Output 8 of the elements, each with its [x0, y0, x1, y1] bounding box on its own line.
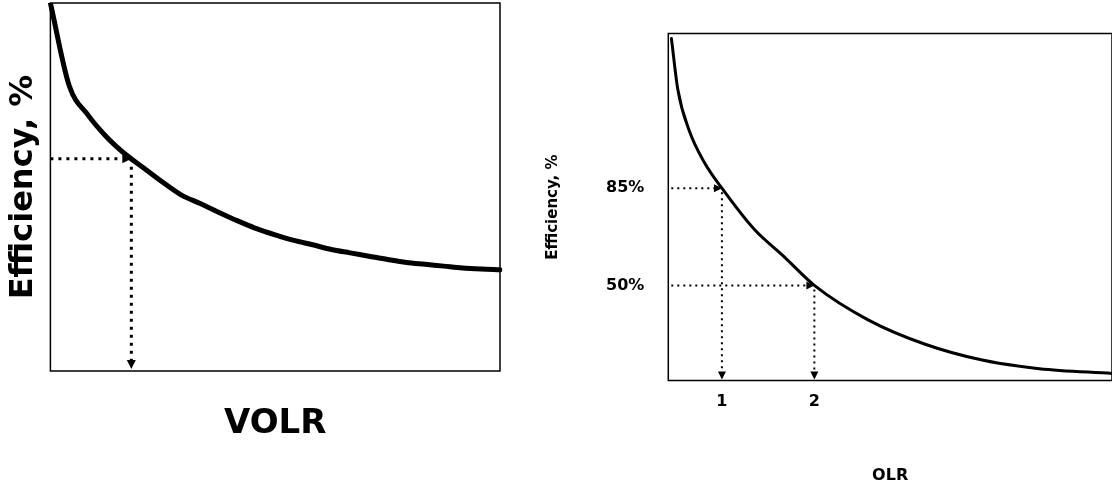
x-tick-label: 2	[808, 391, 820, 411]
y-tick-label: 85%	[606, 177, 645, 197]
x-axis-title: VOLR	[223, 401, 327, 442]
y-axis-title: Efficiency, %	[542, 154, 561, 260]
y-axis-title: Efficiency, %	[1, 74, 40, 300]
x-tick-label: 1	[716, 391, 728, 411]
x-axis-title: OLR	[872, 464, 909, 484]
y-tick-label: 50%	[606, 274, 645, 294]
